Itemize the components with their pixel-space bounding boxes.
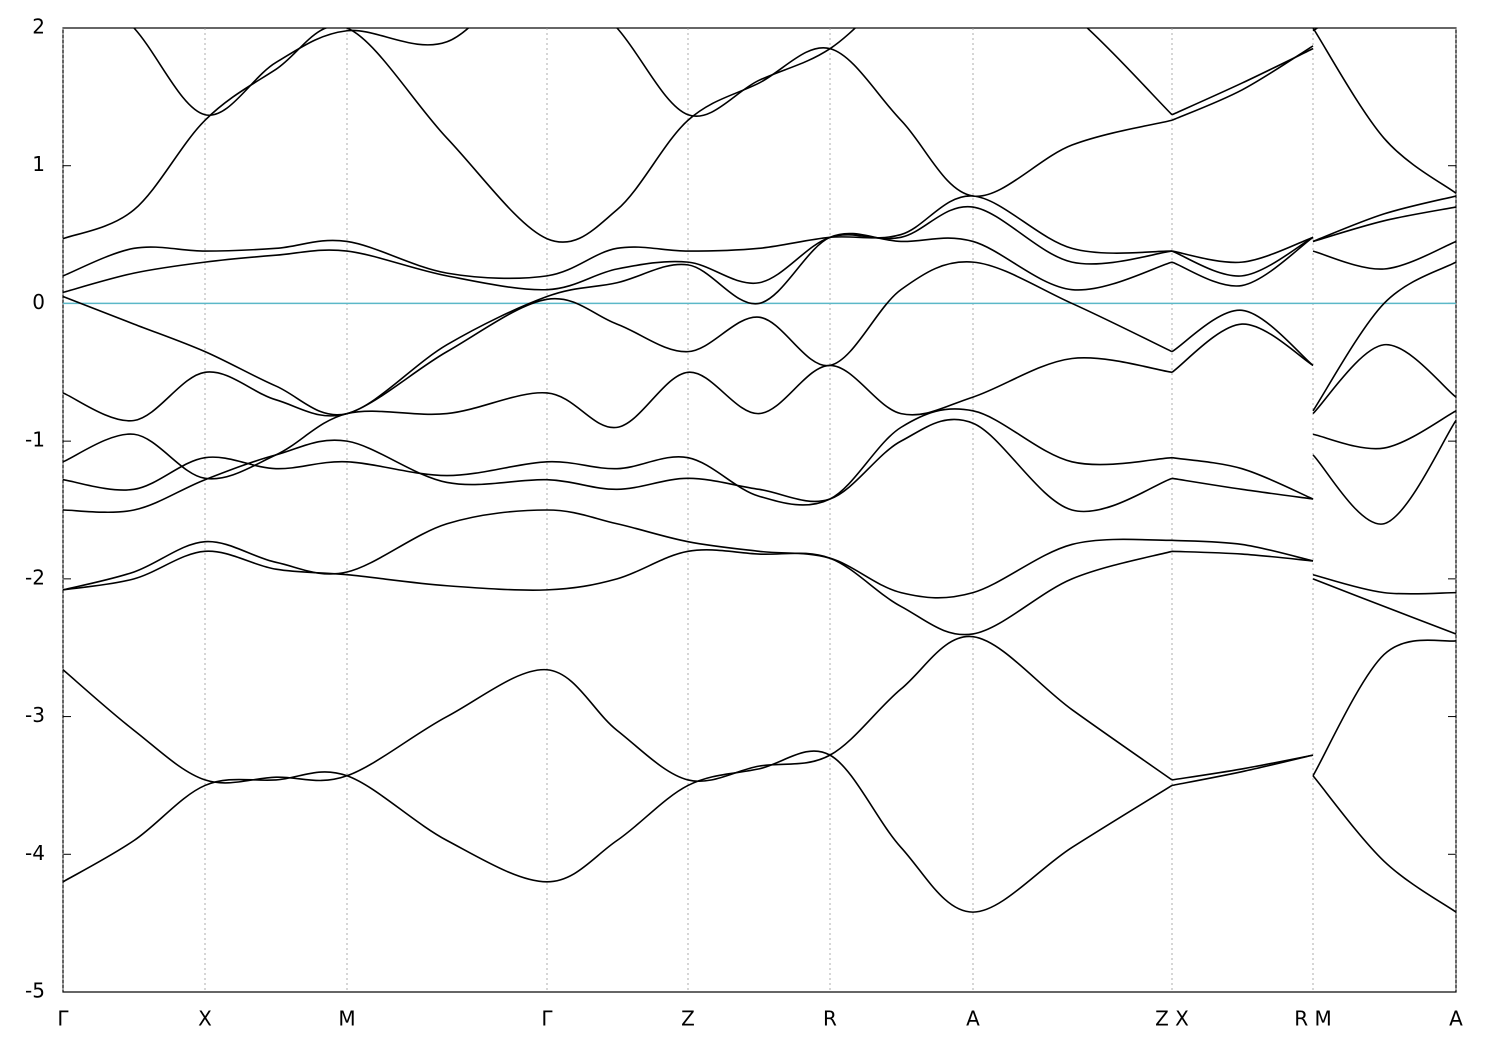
bands bbox=[63, 28, 1456, 913]
y-tick-label: 2 bbox=[32, 15, 45, 39]
y-tick-label: -4 bbox=[25, 841, 45, 865]
x-tick-label: Γ bbox=[541, 1007, 553, 1031]
x-tick-label: M bbox=[338, 1007, 355, 1031]
band-line bbox=[63, 261, 1456, 422]
y-tick-label: 1 bbox=[32, 152, 45, 176]
band-line bbox=[63, 750, 1456, 913]
band-line bbox=[63, 205, 1456, 294]
y-tick-label: -2 bbox=[25, 565, 45, 589]
x-tick-label: A bbox=[1449, 1007, 1463, 1031]
band-line bbox=[63, 549, 1456, 636]
x-tick-label: R bbox=[823, 1007, 837, 1031]
band-line bbox=[63, 408, 1456, 506]
band-line bbox=[63, 195, 1456, 280]
band-line bbox=[63, 635, 1456, 784]
y-tick-label: 0 bbox=[32, 290, 45, 314]
band-line bbox=[63, 323, 1456, 480]
x-tick-label: R M bbox=[1294, 1007, 1332, 1031]
band-line bbox=[132, 28, 1319, 122]
band-line bbox=[63, 509, 1456, 599]
x-tick-label: Z bbox=[681, 1007, 695, 1031]
band-line bbox=[63, 418, 1456, 525]
band-line bbox=[63, 232, 1456, 416]
band-line bbox=[63, 28, 1456, 243]
x-tick-label: Γ bbox=[57, 1007, 69, 1031]
plot-frame bbox=[62, 27, 1457, 993]
y-tick-label: -5 bbox=[25, 979, 45, 1003]
y-tick-label: -1 bbox=[25, 428, 45, 452]
y-tick-label: -3 bbox=[25, 703, 45, 727]
x-tick-label: A bbox=[966, 1007, 980, 1031]
x-tick-label: X bbox=[198, 1007, 212, 1031]
x-tick-label: Z X bbox=[1155, 1007, 1189, 1031]
